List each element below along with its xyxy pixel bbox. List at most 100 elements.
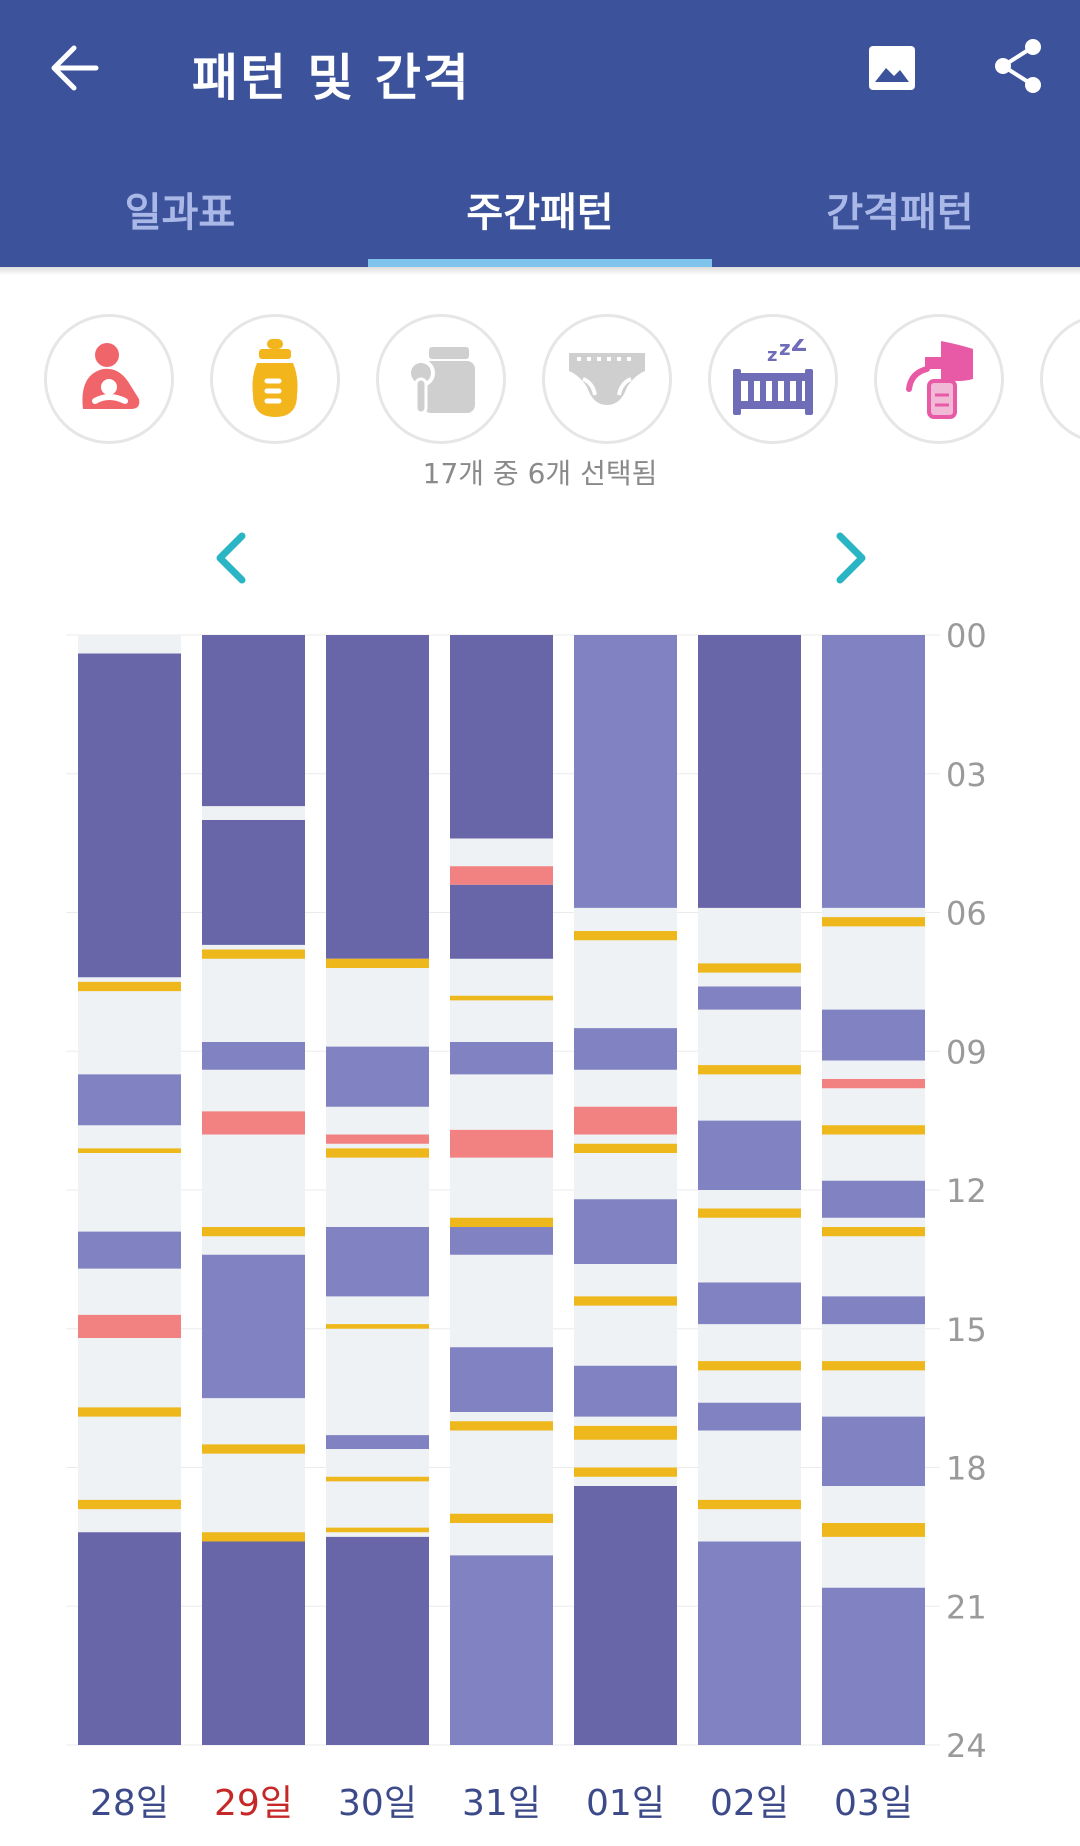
chevron-right-icon[interactable]: [822, 528, 882, 588]
event-night-sleep[interactable]: [326, 635, 429, 959]
tab-weekly-pattern[interactable]: 주간패턴: [360, 160, 720, 267]
event-nap[interactable]: [698, 1282, 801, 1325]
chart-svg: 00 03 06 09 12 15 18 21 24 28일 29일 30일 31일 01일 02일 03일: [66, 620, 987, 1824]
event-bottle[interactable]: [574, 1425, 677, 1440]
event-bottle[interactable]: [326, 1476, 429, 1482]
event-breastfeeding[interactable]: [202, 1111, 305, 1135]
event-nap[interactable]: [698, 1541, 801, 1746]
event-bottle[interactable]: [78, 981, 181, 992]
event-bottle[interactable]: [822, 1227, 925, 1237]
event-night-sleep[interactable]: [202, 820, 305, 945]
event-nap[interactable]: [698, 986, 801, 1010]
event-bottle[interactable]: [78, 1148, 181, 1153]
event-bottle[interactable]: [698, 1208, 801, 1218]
event-night-sleep[interactable]: [326, 1536, 429, 1745]
event-night-sleep[interactable]: [450, 635, 553, 839]
event-nap[interactable]: [574, 1365, 677, 1417]
event-bottle[interactable]: [326, 1527, 429, 1533]
event-bottle[interactable]: [450, 1421, 553, 1431]
event-night-sleep[interactable]: [574, 1486, 677, 1745]
event-bottle[interactable]: [78, 1499, 181, 1510]
event-bottle[interactable]: [202, 1227, 305, 1237]
event-nap[interactable]: [78, 1231, 181, 1269]
event-nap[interactable]: [822, 1416, 925, 1486]
event-nap[interactable]: [698, 1402, 801, 1431]
event-bottle[interactable]: [698, 1361, 801, 1371]
event-nap[interactable]: [78, 1074, 181, 1126]
filter-baby-food[interactable]: [376, 314, 506, 444]
event-bottle[interactable]: [326, 1324, 429, 1329]
event-nap[interactable]: [574, 1199, 677, 1264]
filter-bottle[interactable]: [210, 314, 340, 444]
share-icon[interactable]: [984, 32, 1052, 100]
event-breastfeeding[interactable]: [450, 866, 553, 885]
svg-text:z: z: [779, 339, 791, 360]
event-night-sleep[interactable]: [78, 653, 181, 978]
svg-text:z: z: [767, 345, 777, 366]
event-night-sleep[interactable]: [202, 635, 305, 807]
event-nap[interactable]: [822, 635, 925, 908]
event-night-sleep[interactable]: [698, 635, 801, 908]
event-nap[interactable]: [450, 1555, 553, 1745]
filter-breast-pump[interactable]: [874, 314, 1004, 444]
event-night-sleep[interactable]: [450, 884, 553, 959]
event-breastfeeding[interactable]: [450, 1129, 553, 1158]
event-nap[interactable]: [450, 1347, 553, 1412]
event-nap[interactable]: [822, 1180, 925, 1218]
image-icon[interactable]: [860, 36, 924, 100]
event-nap[interactable]: [698, 1120, 801, 1190]
event-bottle[interactable]: [822, 1361, 925, 1371]
event-bottle[interactable]: [202, 1532, 305, 1542]
app-bar: 패턴 및 간격 일과표 주간패턴 간격패턴: [0, 0, 1080, 267]
selection-count: 17개 중 6개 선택됨: [422, 457, 658, 490]
event-bottle[interactable]: [574, 1143, 677, 1153]
arrow-left-icon[interactable]: [42, 36, 106, 100]
event-nap[interactable]: [574, 1028, 677, 1070]
chevron-left-icon[interactable]: [200, 528, 260, 588]
event-bottle[interactable]: [326, 958, 429, 968]
event-breastfeeding[interactable]: [822, 1079, 925, 1089]
event-bottle[interactable]: [574, 1467, 677, 1477]
filter-breastfeeding[interactable]: [44, 314, 174, 444]
event-bottle[interactable]: [202, 949, 305, 959]
event-bottle[interactable]: [698, 1499, 801, 1510]
event-nap[interactable]: [326, 1435, 429, 1449]
event-bottle[interactable]: [78, 1407, 181, 1417]
event-bottle[interactable]: [822, 1523, 925, 1537]
event-nap[interactable]: [202, 1254, 305, 1399]
event-nap[interactable]: [450, 1042, 553, 1075]
event-nap[interactable]: [822, 1587, 925, 1745]
event-bottle[interactable]: [326, 1148, 429, 1158]
event-breastfeeding[interactable]: [574, 1106, 677, 1135]
event-nap[interactable]: [450, 1227, 553, 1255]
event-bottle[interactable]: [202, 1444, 305, 1454]
diaper-icon: [569, 353, 645, 405]
event-nap[interactable]: [822, 1009, 925, 1061]
event-bottle[interactable]: [822, 917, 925, 927]
event-bottle[interactable]: [450, 1217, 553, 1227]
event-nap[interactable]: [326, 1227, 429, 1297]
event-bottle[interactable]: [574, 931, 677, 941]
event-bottle[interactable]: [698, 1065, 801, 1075]
y-tick-label: 15: [946, 1311, 987, 1349]
x-tick-label: 03일: [834, 1783, 913, 1824]
tab-interval-pattern[interactable]: 간격패턴: [826, 190, 974, 236]
event-breastfeeding[interactable]: [78, 1314, 181, 1338]
event-night-sleep[interactable]: [202, 1541, 305, 1746]
event-night-sleep[interactable]: [78, 1532, 181, 1745]
event-nap[interactable]: [202, 1042, 305, 1070]
event-bottle[interactable]: [450, 995, 553, 1001]
tab-daily[interactable]: 일과표: [124, 190, 236, 236]
event-nap[interactable]: [822, 1296, 925, 1325]
event-nap[interactable]: [574, 635, 677, 908]
event-bottle[interactable]: [574, 1296, 677, 1306]
event-bottle[interactable]: [698, 963, 801, 973]
event-bottle[interactable]: [822, 1125, 925, 1135]
filter-diaper[interactable]: [542, 314, 672, 444]
event-nap[interactable]: [326, 1046, 429, 1107]
filter-more[interactable]: [1040, 314, 1080, 444]
event-breastfeeding[interactable]: [326, 1134, 429, 1144]
event-bottle[interactable]: [450, 1513, 553, 1523]
filter-sleep[interactable]: z z Z: [708, 314, 838, 444]
y-tick-label: 06: [946, 895, 987, 933]
